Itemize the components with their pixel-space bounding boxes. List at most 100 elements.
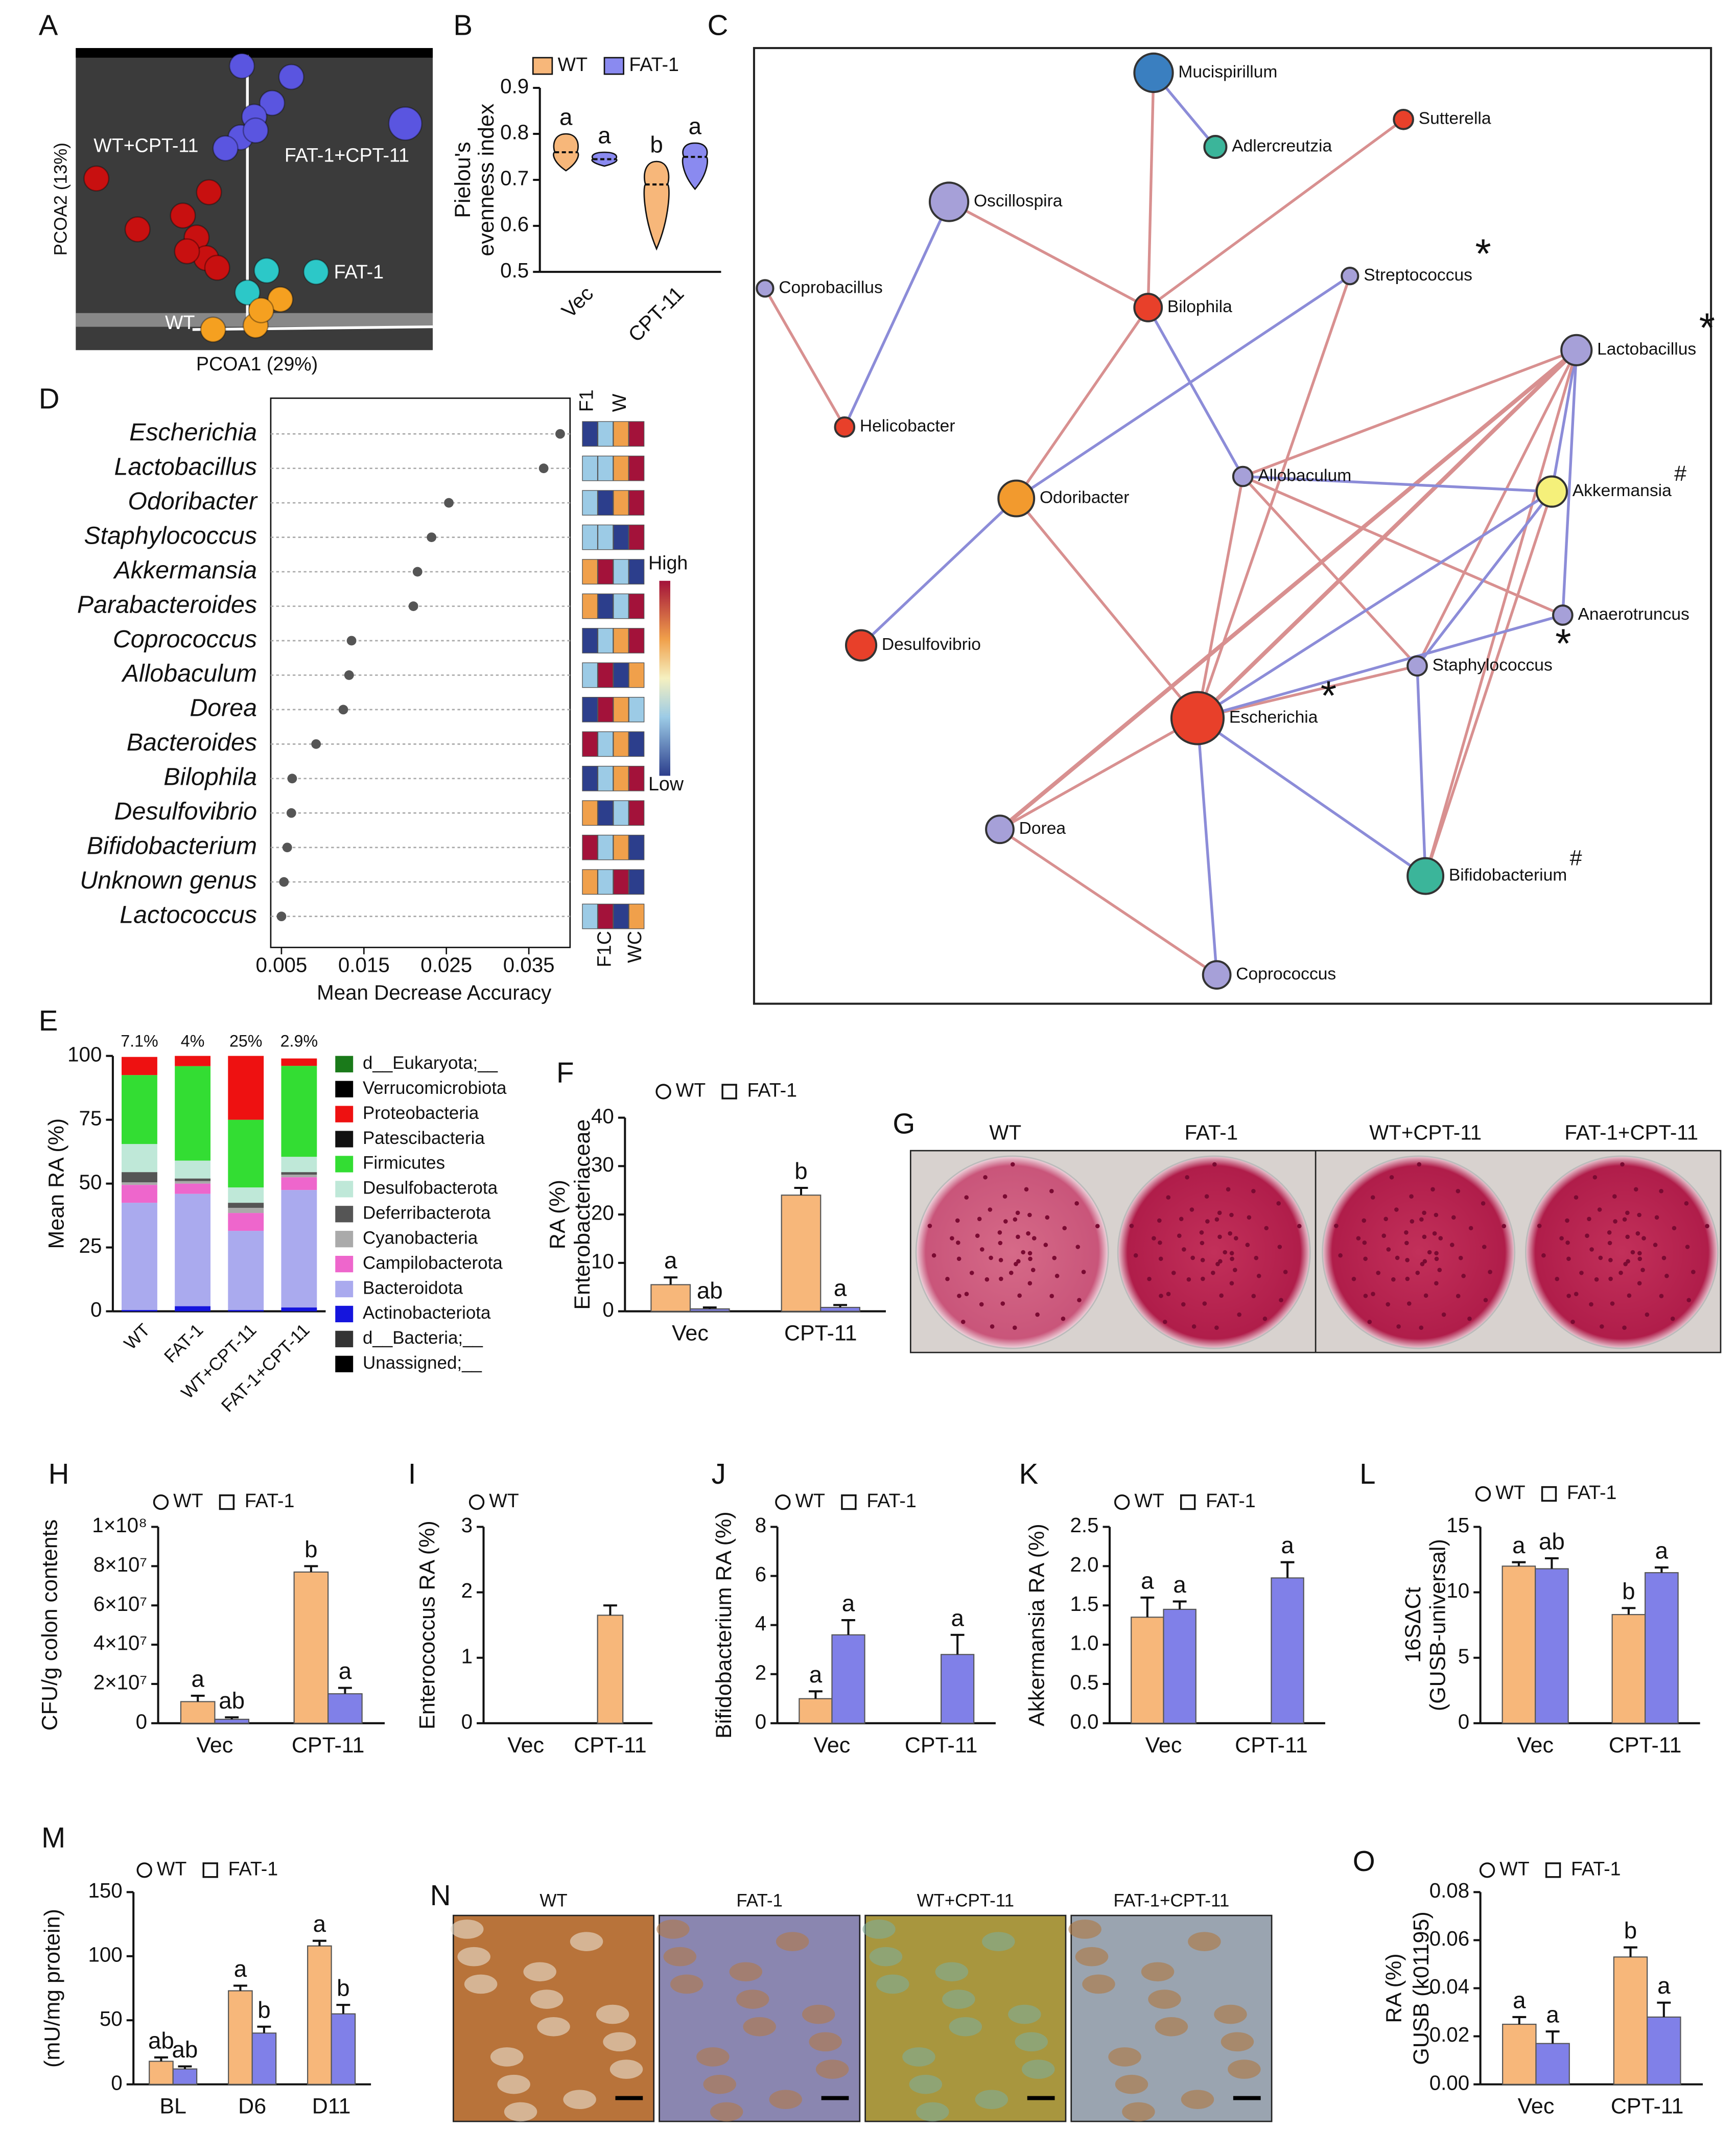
network-edge [1146,307,1245,477]
colony [1409,1194,1414,1199]
node-label: Desulfovibrio [882,635,981,654]
heat-column-label: F1 [576,389,597,412]
category-label: Allobaculum [121,660,257,687]
bar [293,1571,329,1724]
colony [1177,1233,1182,1238]
bar-segment [228,1231,264,1310]
colony [1185,1175,1189,1180]
pcoa-sphere [388,106,423,141]
colony [1394,1207,1399,1212]
heat-cell [628,765,645,791]
colony [1672,1226,1677,1231]
colony [984,1277,990,1282]
colony [1163,1319,1167,1324]
network-edge [1196,348,1578,720]
bar-segment [175,1193,211,1306]
x-tick-label: 0.035 [503,954,555,977]
significance-letter: ab [1539,1528,1565,1554]
bar-segment [122,1172,157,1183]
network-edge [1015,497,1199,719]
colony [1386,1247,1391,1252]
network-edge [1242,348,1577,478]
tissue [1068,1920,1101,1939]
significance-letter: a [234,1956,247,1982]
legend-swatch [335,1206,354,1223]
bar [251,2032,277,2085]
x-tick-label: 0.025 [420,954,472,977]
y-axis-label: Enterococcus RA (%) [415,1520,439,1729]
colony [1251,1294,1256,1298]
category-label: Bifidobacterium [87,832,257,860]
colony [1405,1258,1410,1262]
network-node [1560,334,1593,366]
x-tick-label: CPT-11 [574,1733,647,1758]
panel-letter: K [1019,1458,1039,1490]
node-label: Coprobacillus [779,278,882,297]
colony [989,1255,993,1260]
y-tick-label: 2.0 [1070,1553,1098,1576]
colony [1625,1210,1630,1215]
network-node [834,416,856,438]
tissue [876,1974,909,1994]
significance-letter: a [1657,1973,1671,1999]
colony [969,1271,974,1275]
colony [1129,1224,1134,1228]
significance-letter: a [809,1661,823,1688]
node-marker: # [1674,461,1686,486]
bar-top-label: 7.1% [121,1032,158,1050]
colony [1432,1231,1437,1236]
legend-swatch [335,1330,354,1347]
colony [1608,1258,1613,1262]
pcoa-sphere [204,254,230,281]
colony [1589,1247,1594,1252]
significance-letter: ab [172,2037,198,2063]
tissue [949,2017,982,2037]
legend-marker [1114,1494,1130,1510]
pcoa-sphere [124,216,151,243]
colony [1362,1218,1367,1223]
colony [1043,1243,1048,1247]
heat-scale-label: High [648,552,688,574]
y-tick-label: 8×10⁷ [93,1553,147,1576]
heat-cell [582,421,598,447]
colony [1205,1219,1210,1224]
heat-cell [582,869,598,895]
colony [1028,1256,1033,1261]
heat-cell [582,524,598,550]
colony [1625,1234,1630,1239]
dot [346,636,357,646]
x-tick-label: D11 [312,2094,351,2119]
node-label: Staphylococcus [1433,656,1553,674]
colony [1482,1245,1487,1249]
dot [287,774,297,784]
colony [1587,1216,1591,1222]
bar-segment [281,1066,317,1157]
heat-cell [613,765,629,791]
heat-cell [613,455,629,481]
y-tick-label: 1.5 [1070,1593,1098,1616]
colony [1201,1276,1205,1281]
colony [998,1258,1003,1262]
bar [1271,1577,1304,1724]
colony [964,1195,969,1200]
colony [960,1319,966,1324]
pcoa-sphere [228,53,255,79]
bar [1502,1565,1536,1724]
colony [1461,1274,1466,1278]
tissue [609,2060,643,2079]
y-tick-label: 5 [1458,1645,1469,1668]
x-tick-label: CPT-11 [1611,2094,1684,2119]
colony [1362,1240,1367,1245]
colony [1594,1277,1599,1282]
colony [1381,1233,1387,1238]
colony [1430,1187,1435,1192]
tissue [1228,2060,1261,2079]
colony [1389,1175,1394,1180]
network-edge [1424,491,1553,877]
colony [1659,1188,1663,1193]
x-tick-label: Vec [1518,2094,1555,2119]
bar-segment [228,1208,264,1213]
panel-letter: F [556,1057,574,1089]
colony [1204,1194,1209,1199]
colony [1200,1241,1205,1246]
